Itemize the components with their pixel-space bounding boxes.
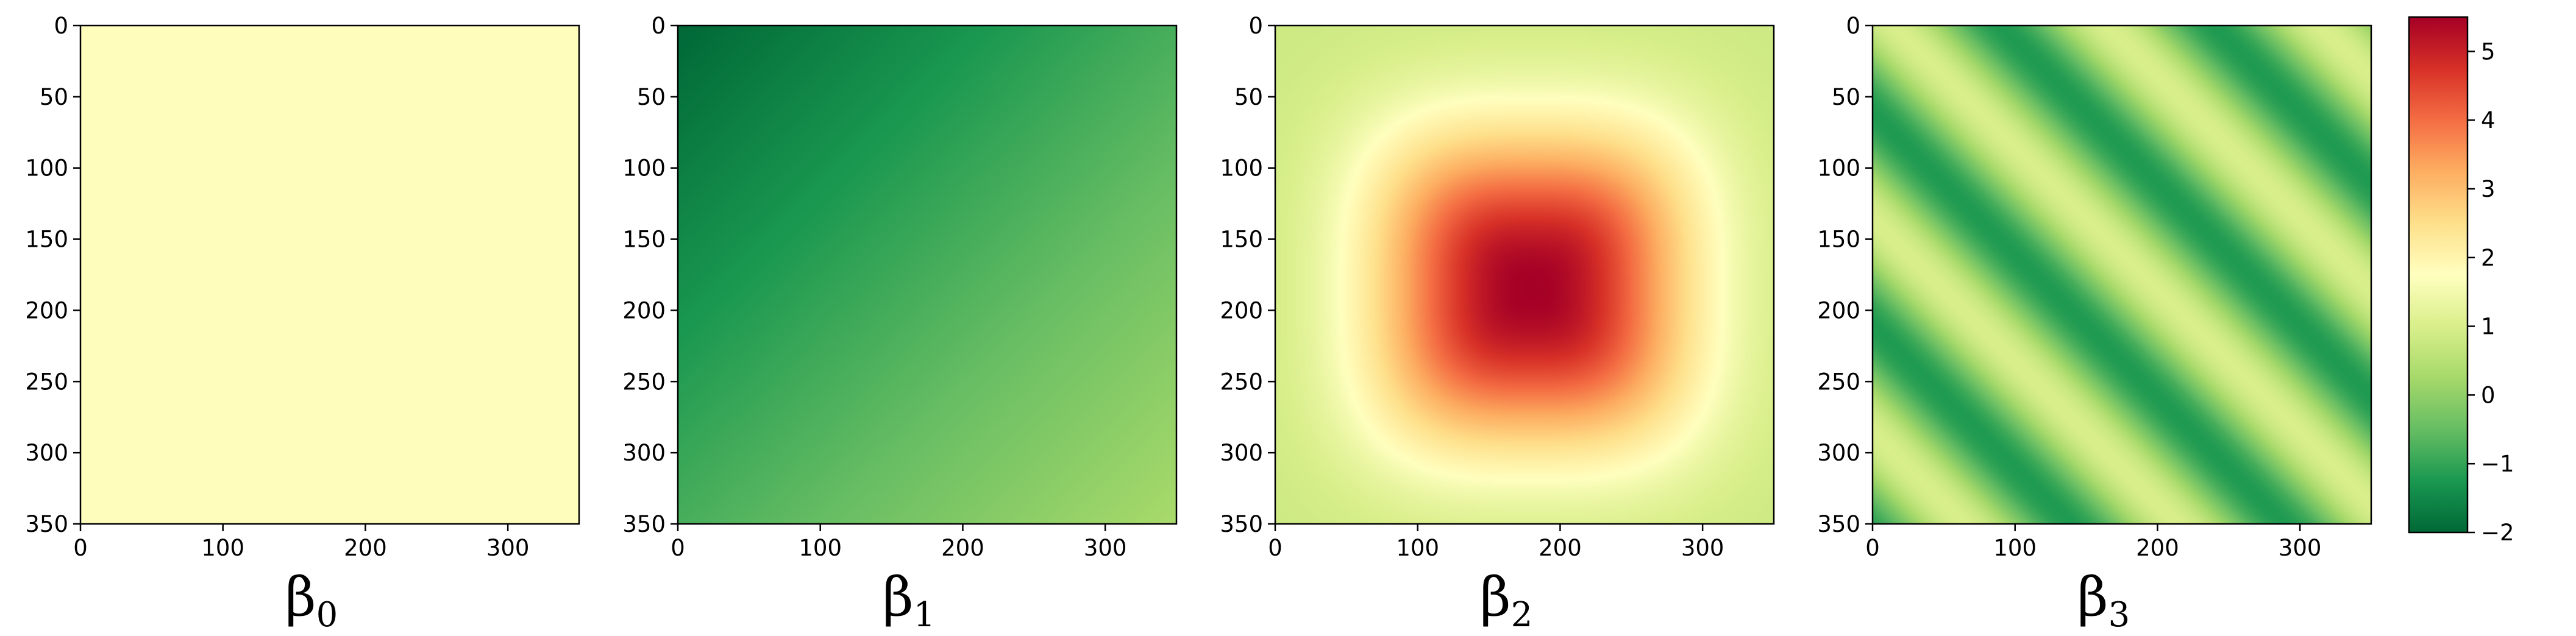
y-tick-label: 0 <box>1846 13 1860 39</box>
y-tick-label: 100 <box>25 155 68 182</box>
y-tick-label: 250 <box>622 369 666 395</box>
panel-label: β0 <box>285 565 338 635</box>
y-tick-label: 300 <box>25 440 68 466</box>
axes-frame <box>1274 24 1775 525</box>
x-tick-label: 100 <box>1993 535 2037 561</box>
panel-label: β3 <box>2077 565 2130 635</box>
y-tick-label: 0 <box>1248 13 1263 39</box>
y-tick-label: 100 <box>622 155 666 182</box>
x-tick-label: 300 <box>2279 535 2322 561</box>
colorbar-tick-label: −1 <box>2481 451 2514 477</box>
panel-label-subscript: 0 <box>316 595 338 635</box>
y-tick-label: 100 <box>1220 155 1263 182</box>
heatmap-panel-3: 0 100 200 300 0 50 100 150 200 250 300 350 β3 <box>1817 13 2372 635</box>
colorbar-gradient <box>2409 17 2467 532</box>
colorbar-tick-label: −2 <box>2481 520 2514 546</box>
colorbar: 5 4 3 2 1 0 −1 −2 <box>2408 16 2514 546</box>
y-tick-label: 250 <box>1220 369 1263 395</box>
colorbar-tick-label: 5 <box>2481 38 2496 65</box>
panel-label-subscript: 1 <box>914 595 936 635</box>
heatmap-image <box>1873 26 2371 524</box>
y-tick-label: 150 <box>25 227 68 253</box>
heatmap-image <box>1275 26 1774 524</box>
y-tick-label: 200 <box>622 297 666 323</box>
y-tick-label: 350 <box>1220 511 1263 537</box>
heatmap-panel-1: 0 100 200 300 0 50 100 150 200 250 300 350 β1 <box>622 13 1178 635</box>
y-tick-label: 100 <box>1817 155 1860 182</box>
x-tick-label: 0 <box>671 535 685 561</box>
x-tick-label: 0 <box>73 535 88 561</box>
panel-label-symbol: β <box>285 565 316 628</box>
x-tick-label: 300 <box>486 535 530 561</box>
x-tick-label: 300 <box>1681 535 1724 561</box>
y-tick-label: 150 <box>1817 227 1860 253</box>
colorbar-tick-label: 1 <box>2481 314 2496 340</box>
panel-label: β2 <box>1480 565 1533 635</box>
y-tick-label: 50 <box>1234 84 1263 110</box>
panel-label-subscript: 2 <box>1511 595 1533 635</box>
x-tick-label: 0 <box>1865 535 1880 561</box>
y-tick-label: 200 <box>1220 297 1263 323</box>
x-tick-label: 0 <box>1268 535 1283 561</box>
y-tick-label: 0 <box>651 13 666 39</box>
y-tick-label: 300 <box>1817 440 1860 466</box>
heatmap-panel-2: 0 100 200 300 0 50 100 150 200 250 300 350 β2 <box>1220 13 1775 635</box>
y-tick-label: 200 <box>25 297 68 323</box>
panel-label-symbol: β <box>1480 565 1511 628</box>
x-tick-label: 200 <box>2136 535 2179 561</box>
y-tick-label: 300 <box>622 440 666 466</box>
axes-frame <box>1871 24 2372 525</box>
x-tick-label: 200 <box>344 535 387 561</box>
y-tick-label: 50 <box>1832 84 1860 110</box>
x-tick-label: 200 <box>941 535 984 561</box>
colorbar-tick-label: 0 <box>2481 382 2496 408</box>
x-tick-label: 100 <box>799 535 842 561</box>
y-tick-label: 350 <box>1817 511 1860 537</box>
x-tick-label: 100 <box>201 535 244 561</box>
x-tick-label: 100 <box>1396 535 1439 561</box>
axes-frame <box>79 24 580 525</box>
x-tick-label: 300 <box>1084 535 1127 561</box>
panel-label-symbol: β <box>2077 565 2108 628</box>
y-tick-label: 300 <box>1220 440 1263 466</box>
y-tick-label: 200 <box>1817 297 1860 323</box>
y-tick-label: 50 <box>40 84 68 110</box>
colorbar-tick-label: 2 <box>2481 245 2496 271</box>
panel-label: β1 <box>883 565 936 635</box>
colorbar-tick-label: 4 <box>2481 107 2496 133</box>
y-tick-label: 0 <box>54 13 68 39</box>
y-tick-label: 250 <box>1817 369 1860 395</box>
colorbar-tick-label: 3 <box>2481 176 2496 202</box>
x-tick-label: 200 <box>1539 535 1582 561</box>
y-tick-label: 150 <box>1220 227 1263 253</box>
colorbar-frame <box>2408 16 2469 534</box>
heatmap-image <box>678 26 1176 524</box>
heatmap-image <box>80 26 579 524</box>
axes-frame <box>677 24 1178 525</box>
y-tick-label: 350 <box>25 511 68 537</box>
panel-label-subscript: 3 <box>2108 595 2130 635</box>
panel-label-symbol: β <box>883 565 914 628</box>
y-tick-label: 50 <box>637 84 666 110</box>
y-tick-label: 150 <box>622 227 666 253</box>
y-tick-label: 250 <box>25 369 68 395</box>
y-tick-label: 350 <box>622 511 666 537</box>
